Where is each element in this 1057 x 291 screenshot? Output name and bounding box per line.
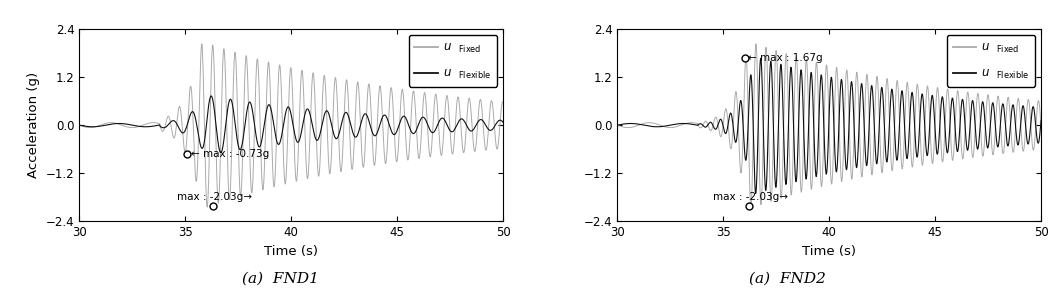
- Text: max : -2.03g→: max : -2.03g→: [177, 191, 252, 202]
- Text: (a)  FND1: (a) FND1: [242, 271, 318, 285]
- Text: ← max : -0.73g: ← max : -0.73g: [190, 148, 268, 159]
- Text: ← max : 1.67g: ← max : 1.67g: [747, 52, 822, 63]
- Text: (a)  FND2: (a) FND2: [749, 271, 826, 285]
- X-axis label: Time (s): Time (s): [802, 244, 856, 258]
- Y-axis label: Acceleration (g): Acceleration (g): [27, 72, 40, 178]
- Legend: $u$  $_{\mathregular{Fixed}}$, $u$  $_{\mathregular{Flexible}}$: $u$ $_{\mathregular{Fixed}}$, $u$ $_{\ma…: [947, 35, 1035, 87]
- X-axis label: Time (s): Time (s): [264, 244, 318, 258]
- Legend: $u$  $_{\mathregular{Fixed}}$, $u$  $_{\mathregular{Flexible}}$: $u$ $_{\mathregular{Fixed}}$, $u$ $_{\ma…: [409, 35, 497, 87]
- Text: max : -2.03g→: max : -2.03g→: [712, 191, 787, 202]
